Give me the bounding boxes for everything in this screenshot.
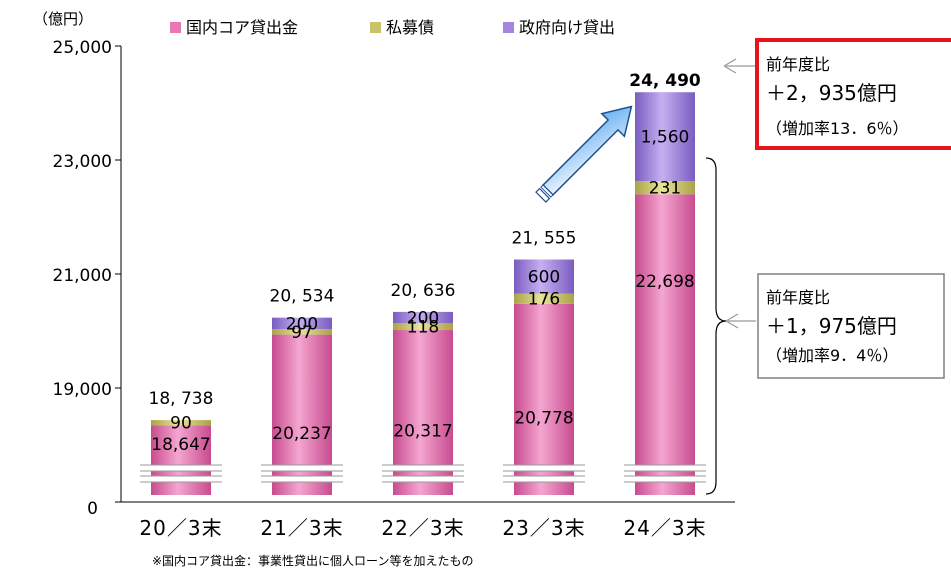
axis-break-band xyxy=(503,476,585,482)
axis-break-band xyxy=(140,476,222,482)
data-label-government-loans: 1,560 xyxy=(641,128,690,148)
bar-segment-private-bonds xyxy=(635,181,695,195)
callout-box xyxy=(757,273,945,379)
bar-segment-government-loans xyxy=(635,92,695,182)
bar-segment-private-bonds xyxy=(514,293,574,304)
data-label-private-bonds: 118 xyxy=(407,318,439,338)
callout-line1: 前年度比 xyxy=(766,288,830,307)
y-tick-label: 0 xyxy=(87,499,98,519)
footnote: ※国内コア貸出金：事業性貸出に個人ローン等を加えたもの xyxy=(152,553,473,568)
legend-label-government-loans: 政府向け貸出 xyxy=(519,18,615,37)
x-tick-label: 20／3末 xyxy=(139,516,222,540)
data-label-private-bonds: 90 xyxy=(170,414,192,434)
total-label: 18, 738 xyxy=(149,389,214,409)
legend-label-private-bonds: 私募債 xyxy=(386,18,434,37)
data-label-government-loans: 600 xyxy=(528,268,560,288)
total-label: 20, 534 xyxy=(270,287,335,307)
callout-arrowhead xyxy=(723,58,737,74)
data-label-core-loans: 20,778 xyxy=(514,408,573,428)
x-axis-labels: 20／3末 21／3末 22／3末 23／3末 24／3末 xyxy=(139,516,706,540)
callout-line3: （増加率13．6％） xyxy=(766,119,909,138)
growth-arrow xyxy=(535,105,633,203)
callout-box xyxy=(755,38,951,150)
axis-break-band xyxy=(140,465,222,471)
axis-break-band xyxy=(261,465,343,471)
x-tick-label: 24／3末 xyxy=(623,516,706,540)
y-axis-ticks: 25,000 23,000 21,000 19,000 0 xyxy=(53,38,121,519)
bar-segment-private-bonds xyxy=(393,323,453,331)
callout-core-growth: 前年度比 ＋1，975億円 （増加率9．4％） xyxy=(705,157,945,495)
callout-arrowhead xyxy=(725,313,739,329)
data-label-core-loans: 20,237 xyxy=(272,424,331,444)
y-tick-label: 25,000 xyxy=(53,38,112,58)
x-tick-label: 22／3末 xyxy=(381,516,464,540)
legend-label-core-loans: 国内コア貸出金 xyxy=(186,18,298,37)
total-labels: 18, 738 20, 534 20, 636 21, 555 24, 490 xyxy=(149,71,701,409)
total-label: 21, 555 xyxy=(512,229,577,249)
legend: 国内コア貸出金 私募債 政府向け貸出 xyxy=(170,18,615,37)
bar-segment-private-bonds xyxy=(272,329,332,335)
legend-swatch-core-loans xyxy=(170,22,181,33)
y-tick-label: 23,000 xyxy=(53,152,112,172)
y-tick-label: 21,000 xyxy=(53,266,112,286)
data-label-private-bonds: 231 xyxy=(649,179,681,199)
bar-segment-government-loans xyxy=(514,259,574,294)
data-label-private-bonds: 176 xyxy=(528,290,560,310)
bar-segment-core-loans xyxy=(151,425,211,495)
total-label: 24, 490 xyxy=(629,71,701,91)
y-tick-label: 19,000 xyxy=(53,380,112,400)
axis-break-band xyxy=(382,465,464,471)
data-label-government-loans: 200 xyxy=(286,314,318,334)
data-label-core-loans: 20,317 xyxy=(393,422,452,442)
legend-swatch-government-loans xyxy=(503,22,514,33)
legend-swatch-private-bonds xyxy=(370,22,381,33)
callout-line3: （増加率9．4％） xyxy=(766,346,898,365)
data-label-private-bonds: 97 xyxy=(291,323,313,343)
x-tick-label: 23／3末 xyxy=(502,516,585,540)
data-label-core-loans: 18,647 xyxy=(151,435,210,455)
axis-break-band xyxy=(624,465,706,471)
bars xyxy=(140,92,706,495)
bar-segment-government-loans xyxy=(393,311,453,324)
segment-labels: 18,6479020,2379720020,31711820020,778176… xyxy=(151,128,694,455)
axis-break-band xyxy=(503,465,585,471)
data-label-core-loans: 22,698 xyxy=(635,272,694,292)
data-label-government-loans: 200 xyxy=(407,309,439,329)
callout-line2: ＋2，935億円 xyxy=(766,81,897,105)
axis-break-band xyxy=(624,476,706,482)
y-unit-label: （億円） xyxy=(33,10,93,28)
bar-segment-core-loans xyxy=(514,303,574,495)
bar-segment-private-bonds xyxy=(151,420,211,426)
callout-line1: 前年度比 xyxy=(766,55,830,74)
bar-segment-core-loans xyxy=(635,194,695,495)
callout-total-growth: 前年度比 ＋2，935億円 （増加率13．6％） xyxy=(723,38,951,150)
callout-line2: ＋1，975億円 xyxy=(766,314,897,338)
x-tick-label: 21／3末 xyxy=(260,516,343,540)
bar-segment-government-loans xyxy=(272,317,332,330)
total-label: 20, 636 xyxy=(391,281,456,301)
axis-break-band xyxy=(261,476,343,482)
callout-brace xyxy=(705,157,727,495)
axis-break-band xyxy=(382,476,464,482)
